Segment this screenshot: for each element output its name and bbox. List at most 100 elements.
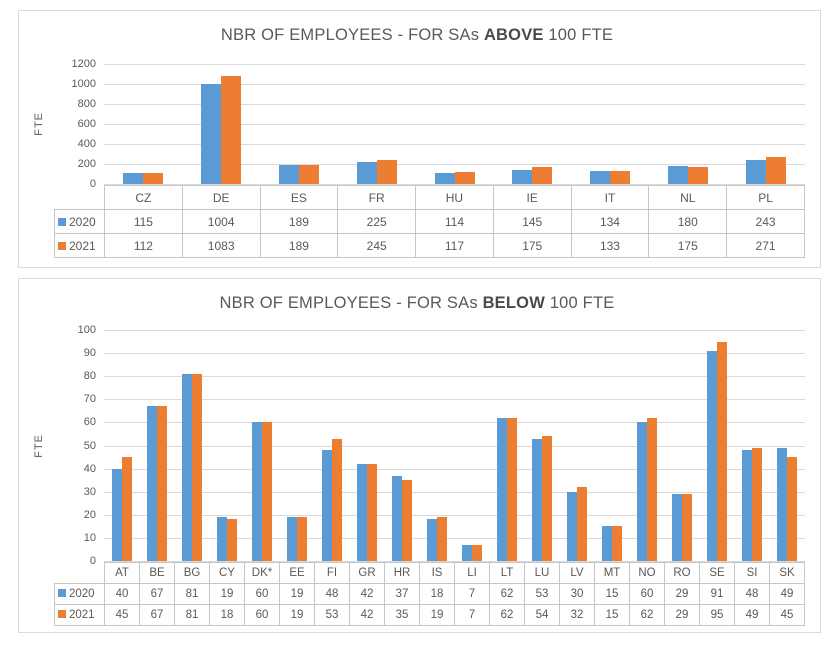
bar-2021-HR xyxy=(401,480,412,561)
legend-label: 2020 xyxy=(69,588,95,600)
bar-2021-SI xyxy=(752,447,763,561)
table-cell: 60 xyxy=(244,604,280,626)
bar-2020-DE xyxy=(200,83,221,184)
bar-2021-NL xyxy=(688,166,709,184)
bar-2021-DE xyxy=(220,75,241,184)
gridline xyxy=(104,164,805,165)
chart-title-emphasis: ABOVE xyxy=(483,26,544,44)
bar-2020-ES xyxy=(278,165,299,184)
bar-group-HR xyxy=(384,330,419,561)
table-cell: 245 xyxy=(337,233,417,258)
chart-area: FTE 0 10 20 30 40 50 60 70 80 90 100 xyxy=(29,324,805,567)
bar-group-LT xyxy=(490,330,525,561)
bar-2020-HU xyxy=(434,172,455,184)
bar-group-PL xyxy=(727,64,805,184)
table-cell: 45 xyxy=(104,604,140,626)
data-table: CZ DE ES FR HU IE IT NL PL 2020 115 1004 189 225 114 14… xyxy=(54,185,805,258)
bar-2021-ES xyxy=(298,165,319,184)
table-cell: 19 xyxy=(279,583,315,605)
bar-2020-EE xyxy=(286,517,297,561)
bar-group-BG xyxy=(174,330,209,561)
bar-2021-NO xyxy=(647,417,658,561)
y-tick-label: 10 xyxy=(83,531,96,544)
bar-group-IT xyxy=(571,64,649,184)
bar-2021-BG xyxy=(191,373,202,561)
chart-title-prefix: NBR OF EMPLOYEES - FOR SAs xyxy=(219,294,483,312)
chart-panel-below-100-fte: NBR OF EMPLOYEES - FOR SAs BELOW 100 FTE… xyxy=(18,278,821,633)
y-tick-label: 30 xyxy=(83,485,96,498)
bar-group-HU xyxy=(416,64,494,184)
bar-group-FI xyxy=(314,330,349,561)
table-category-header: LT xyxy=(489,562,525,584)
bar-2020-RO xyxy=(672,494,683,561)
bar-2020-HR xyxy=(391,475,402,561)
table-cell: 133 xyxy=(570,233,650,258)
table-cell: 48 xyxy=(734,583,770,605)
table-cell: 62 xyxy=(489,604,525,626)
table-cell: 189 xyxy=(259,233,339,258)
plot-area xyxy=(104,64,805,185)
table-cell: 145 xyxy=(492,209,572,234)
table-category-header: HU xyxy=(415,185,494,210)
legend-label: 2021 xyxy=(69,238,96,253)
table-category-header: HR xyxy=(384,562,420,584)
table-cell: 29 xyxy=(664,583,700,605)
chart-title: NBR OF EMPLOYEES - FOR SAs BELOW 100 FTE xyxy=(29,279,805,313)
chart-area: FTE 0 200 400 600 800 1000 1200 xyxy=(29,58,805,190)
bar-2020-NL xyxy=(668,166,689,184)
bar-2021-RO xyxy=(682,494,693,561)
bar-group-SI xyxy=(735,330,770,561)
bar-group-LU xyxy=(525,330,560,561)
bar-group-AT xyxy=(104,330,139,561)
bar-2021-MT xyxy=(612,526,623,561)
y-tick-label: 400 xyxy=(77,137,96,150)
table-cell: 175 xyxy=(648,233,728,258)
bar-group-GR xyxy=(349,330,384,561)
table-category-header: AT xyxy=(104,562,140,584)
bar-group-IE xyxy=(493,64,571,184)
y-tick-label: 100 xyxy=(77,324,96,336)
table-cell: 45 xyxy=(769,604,805,626)
table-cell: 60 xyxy=(629,583,665,605)
bar-group-BE xyxy=(139,330,174,561)
bar-group-EE xyxy=(279,330,314,561)
gridline xyxy=(104,491,805,493)
table-cell: 48 xyxy=(314,583,350,605)
gridline xyxy=(104,143,805,145)
table-cell: 81 xyxy=(174,604,210,626)
y-tick-label: 20 xyxy=(83,508,96,521)
y-tick-label: 600 xyxy=(77,118,96,130)
chart-title-emphasis: BELOW xyxy=(482,294,545,312)
chart-title: NBR OF EMPLOYEES - FOR SAs ABOVE 100 FTE xyxy=(29,11,805,45)
bar-group-RO xyxy=(665,330,700,561)
gridline xyxy=(104,103,805,105)
legend-swatch xyxy=(58,610,66,618)
table-cell: 40 xyxy=(104,583,140,605)
table-cell: 134 xyxy=(570,209,650,234)
bar-group-CY xyxy=(209,330,244,561)
legend-key-2021: 2021 xyxy=(54,233,105,258)
table-cell: 35 xyxy=(384,604,420,626)
gridline xyxy=(104,330,805,331)
bar-2020-SI xyxy=(742,450,753,561)
table-category-header: RO xyxy=(664,562,700,584)
bar-2020-PL xyxy=(746,159,767,184)
bar-2021-LU xyxy=(542,436,553,561)
table-cell: 42 xyxy=(349,604,385,626)
chart-title-suffix: 100 FTE xyxy=(544,294,615,312)
bar-2020-FR xyxy=(356,161,377,184)
bar-group-SK xyxy=(770,330,805,561)
table-cell: 1004 xyxy=(181,209,261,234)
table-cell: 189 xyxy=(259,209,339,234)
table-cell: 225 xyxy=(337,209,417,234)
bar-group-MT xyxy=(595,330,630,561)
table-category-header: PL xyxy=(726,185,805,210)
y-tick-label: 800 xyxy=(77,97,96,110)
legend-key-2021: 2021 xyxy=(54,604,105,626)
y-tick-label: 70 xyxy=(83,393,96,406)
chart-panel-above-100-fte: NBR OF EMPLOYEES - FOR SAs ABOVE 100 FTE… xyxy=(18,10,821,268)
gridline xyxy=(104,124,805,125)
gridline xyxy=(104,445,805,447)
y-axis-title: FTE xyxy=(33,433,45,458)
bar-2020-MT xyxy=(602,526,613,561)
